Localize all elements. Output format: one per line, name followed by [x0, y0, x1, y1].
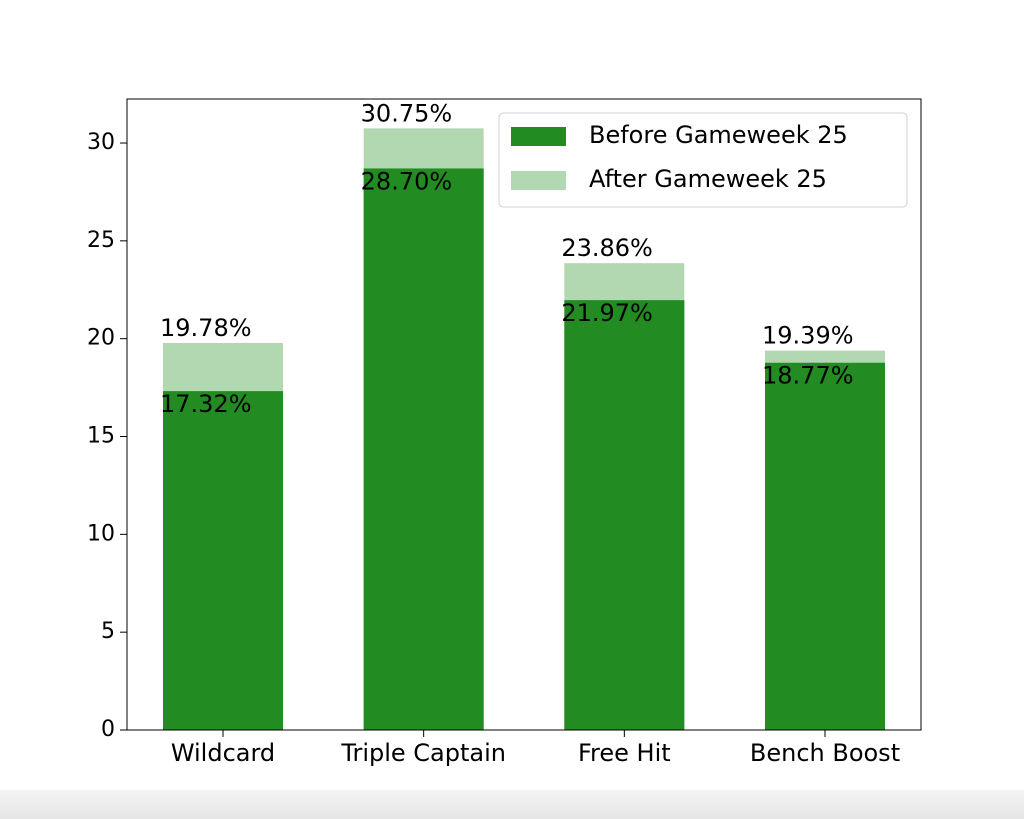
- value-label: 19.39%: [762, 322, 854, 350]
- value-label: 21.97%: [561, 299, 653, 327]
- y-tick-label: 10: [87, 521, 115, 546]
- x-tick-label: Wildcard: [171, 739, 275, 767]
- legend-label: After Gameweek 25: [589, 165, 827, 193]
- x-tick-label: Bench Boost: [750, 739, 900, 767]
- legend-swatch: [511, 127, 566, 146]
- y-tick-label: 15: [87, 424, 115, 449]
- y-tick-label: 30: [87, 130, 115, 155]
- window-footer: [0, 790, 1024, 819]
- plot-frame: [126, 98, 922, 731]
- value-label: 18.77%: [762, 362, 854, 390]
- bar: [163, 391, 283, 730]
- y-tick-label: 0: [101, 717, 115, 742]
- chart: 0 5 10 15 20 25 30 17.32% 28.70% 21.97% 18.77% 19.7…: [87, 98, 922, 767]
- value-label: 23.86%: [561, 234, 653, 262]
- value-label: 17.32%: [160, 390, 252, 418]
- bar: [363, 168, 484, 730]
- legend-box: [498, 112, 908, 208]
- value-label: 28.70%: [361, 167, 453, 195]
- y-tick-label: 5: [101, 619, 115, 644]
- legend-label: Before Gameweek 25: [589, 121, 848, 149]
- bar: [564, 300, 685, 730]
- bar: [765, 362, 885, 730]
- value-label: 19.78%: [160, 314, 252, 342]
- y-tick-label: 20: [87, 326, 115, 351]
- x-tick-label: Triple Captain: [340, 739, 506, 767]
- legend-swatch: [511, 171, 566, 190]
- x-tick-label: Free Hit: [578, 739, 671, 767]
- value-label: 30.75%: [361, 99, 453, 127]
- y-tick-label: 25: [87, 228, 115, 253]
